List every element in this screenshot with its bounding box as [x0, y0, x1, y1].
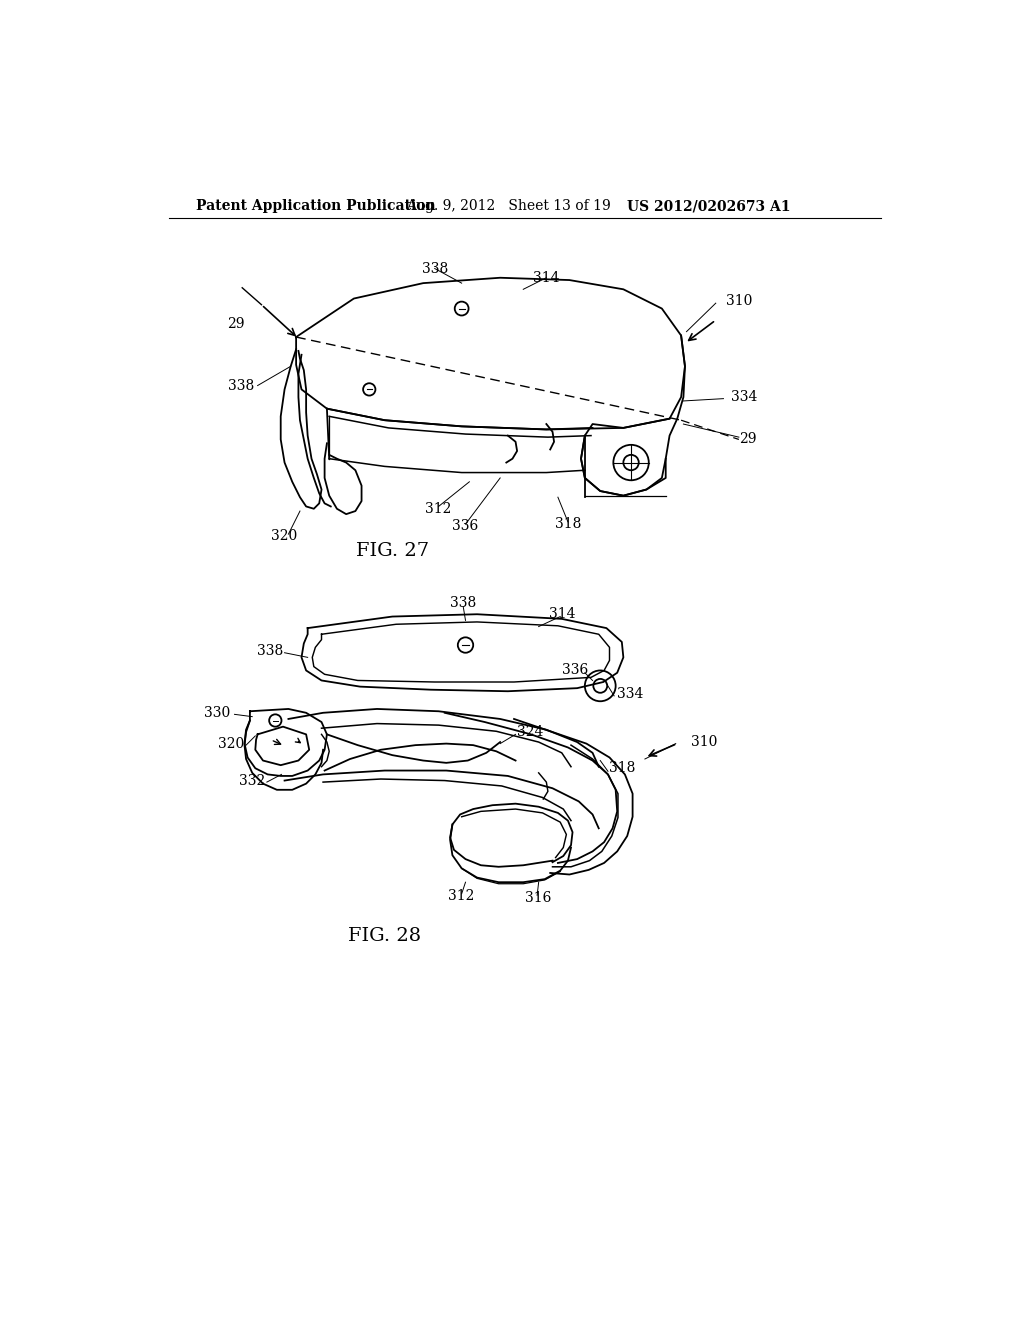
Text: 324: 324	[517, 725, 544, 739]
Text: 338: 338	[451, 597, 476, 610]
Text: 338: 338	[257, 644, 283, 659]
Text: 310: 310	[691, 735, 718, 748]
Text: 336: 336	[453, 520, 478, 533]
Text: 334: 334	[731, 391, 758, 404]
Text: 318: 318	[555, 517, 581, 531]
Text: 334: 334	[617, 686, 643, 701]
Text: 318: 318	[609, 762, 636, 775]
Text: 338: 338	[422, 261, 447, 276]
Text: 332: 332	[239, 774, 265, 788]
Text: 29: 29	[227, 317, 245, 331]
Text: 314: 314	[549, 607, 575, 622]
Text: 310: 310	[726, 294, 752, 308]
Text: 338: 338	[227, 379, 254, 392]
Text: Aug. 9, 2012   Sheet 13 of 19: Aug. 9, 2012 Sheet 13 of 19	[407, 199, 611, 213]
Text: US 2012/0202673 A1: US 2012/0202673 A1	[628, 199, 791, 213]
Text: FIG. 28: FIG. 28	[348, 927, 421, 945]
Text: 312: 312	[449, 890, 475, 903]
Text: 314: 314	[534, 271, 559, 285]
Text: Patent Application Publication: Patent Application Publication	[196, 199, 435, 213]
Text: 320: 320	[271, 529, 298, 543]
Text: 316: 316	[525, 891, 552, 904]
Text: 336: 336	[562, 664, 588, 677]
Text: 320: 320	[218, 737, 245, 751]
Text: 330: 330	[205, 706, 230, 719]
Text: FIG. 27: FIG. 27	[355, 543, 429, 560]
Text: 29: 29	[739, 433, 757, 446]
Text: 312: 312	[425, 502, 452, 516]
